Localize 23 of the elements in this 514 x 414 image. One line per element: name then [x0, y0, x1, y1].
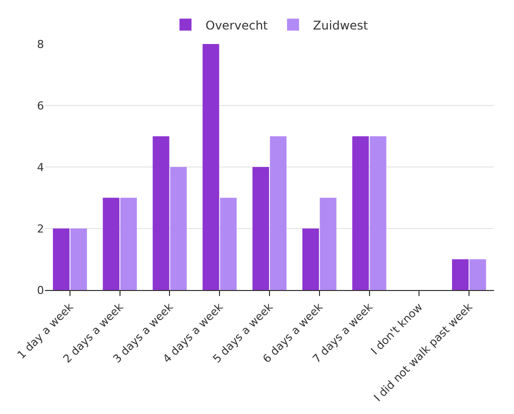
y-tick-label: 6	[37, 99, 44, 112]
bar	[220, 198, 237, 290]
bar	[170, 167, 187, 290]
bar	[102, 198, 120, 290]
bar	[452, 259, 469, 290]
bar	[469, 259, 486, 290]
bar	[352, 136, 369, 290]
bar	[252, 167, 270, 290]
bar	[52, 228, 70, 290]
bar	[270, 136, 287, 290]
y-tick-label: 8	[37, 38, 44, 51]
bar	[152, 136, 170, 290]
y-tick-label: 4	[37, 160, 44, 174]
y-tick-label: 0	[37, 284, 44, 297]
bar	[320, 198, 336, 290]
bar	[120, 198, 137, 290]
legend-label: Overvecht	[206, 18, 268, 32]
y-tick-label: 2	[37, 222, 44, 236]
bar	[302, 228, 319, 290]
bar	[202, 44, 220, 290]
legend-label: Zuidwest	[313, 18, 368, 32]
bar	[70, 228, 87, 290]
bar	[370, 136, 386, 290]
